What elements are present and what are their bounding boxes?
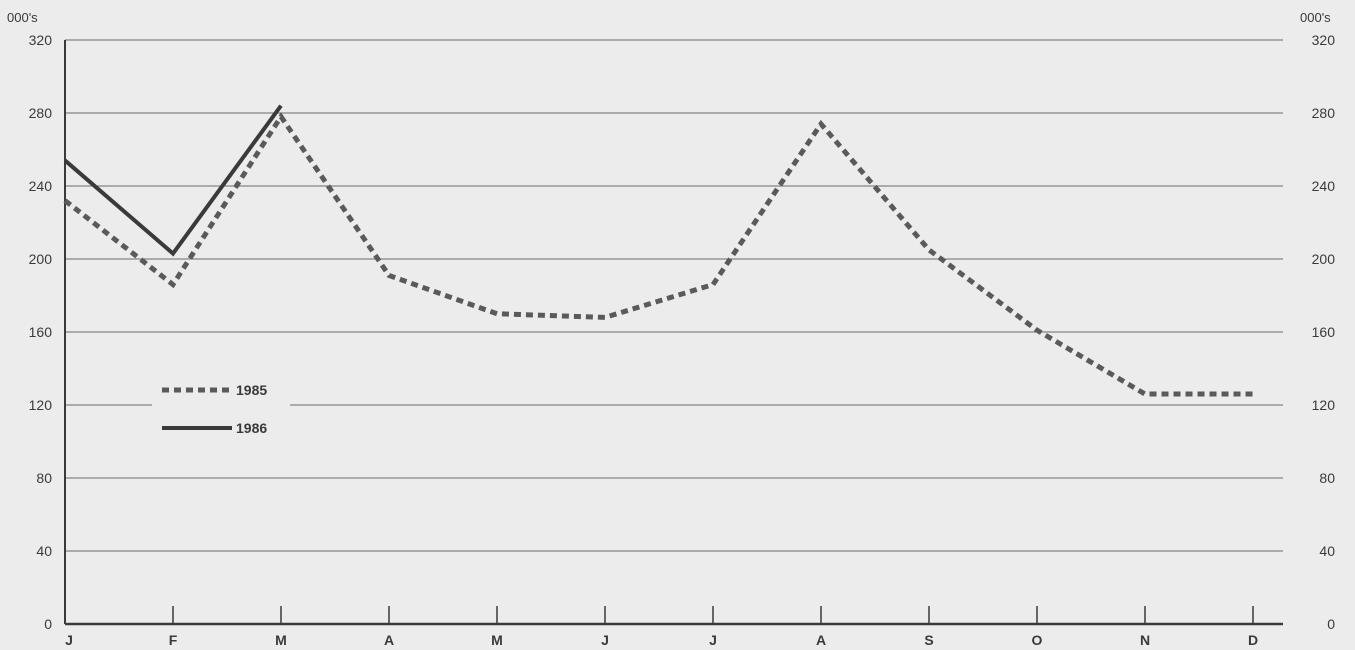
y-unit-label-left: 000's: [7, 10, 38, 25]
x-tick-label-7: A: [816, 632, 826, 648]
axes: [64, 40, 1283, 626]
x-tick-label-10: N: [1140, 632, 1150, 648]
series-line-1986: [63, 104, 283, 257]
y-tick-left-80: 80: [36, 470, 52, 486]
x-tick-label-0: J: [65, 632, 73, 648]
y-tick-left-320: 320: [29, 32, 53, 48]
y-tick-right-280: 280: [1312, 105, 1336, 121]
y-tick-left-120: 120: [29, 397, 53, 413]
y-tick-right-0: 0: [1327, 616, 1335, 632]
y-tick-right-240: 240: [1312, 178, 1336, 194]
y-tick-left-40: 40: [36, 543, 52, 559]
y-unit-label-right: 000's: [1300, 10, 1331, 25]
y-tick-left-280: 280: [29, 105, 53, 121]
series-line-1985: [63, 112, 1253, 397]
y-tick-right-120: 120: [1312, 397, 1336, 413]
legend-label-1986: 1986: [236, 420, 267, 436]
y-tick-left-240: 240: [29, 178, 53, 194]
x-tick-label-6: J: [709, 632, 717, 648]
legend-background: [152, 400, 290, 410]
y-tick-right-200: 200: [1312, 251, 1336, 267]
y-tick-left-200: 200: [29, 251, 53, 267]
legend: 1985 1986: [152, 382, 290, 436]
tick-labels: 0 0 40 40 80 80 120 120 160 160 200 200 240 240 280 280…: [29, 32, 1336, 648]
y-tick-right-40: 40: [1319, 543, 1335, 559]
x-tick-label-3: A: [384, 632, 394, 648]
series-lines: [63, 104, 1253, 397]
y-tick-left-160: 160: [29, 324, 53, 340]
y-tick-right-160: 160: [1312, 324, 1336, 340]
gridlines: [65, 39, 1283, 552]
x-tick-label-2: M: [275, 632, 287, 648]
y-tick-right-320: 320: [1312, 32, 1336, 48]
x-tick-label-9: O: [1032, 632, 1043, 648]
x-tick-label-1: F: [169, 632, 178, 648]
legend-label-1985: 1985: [236, 382, 267, 398]
x-tick-label-11: D: [1248, 632, 1258, 648]
y-tick-right-80: 80: [1319, 470, 1335, 486]
x-tick-label-5: J: [601, 632, 609, 648]
x-tick-label-4: M: [491, 632, 503, 648]
y-tick-left-0: 0: [44, 616, 52, 632]
x-tick-label-8: S: [924, 632, 933, 648]
